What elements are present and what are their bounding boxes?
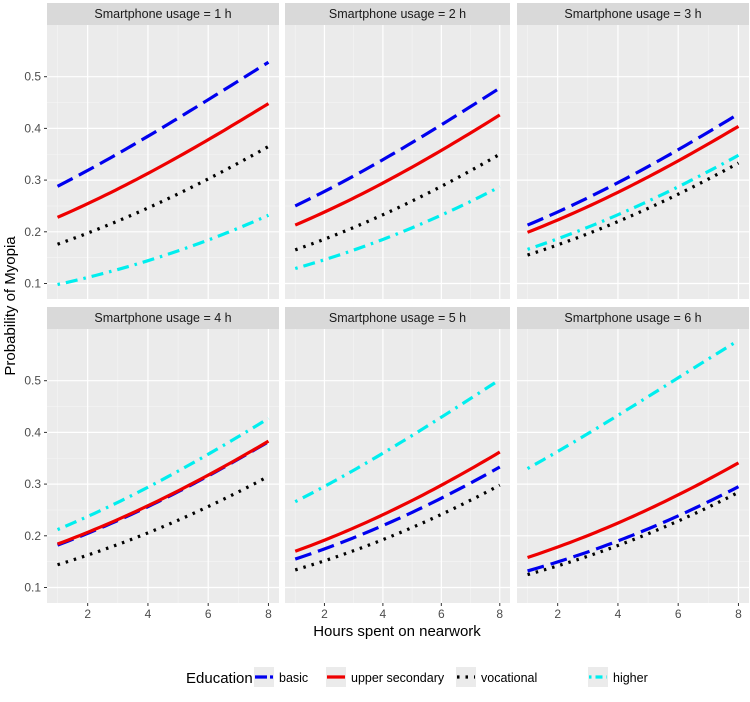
y-tick-label: 0.3: [24, 173, 41, 187]
x-tick-label: 2: [321, 607, 328, 621]
legend-label: basic: [279, 671, 308, 685]
series-line-basic: [294, 86, 501, 208]
x-tick-label: 8: [735, 607, 742, 621]
series-line-vocational: [57, 474, 270, 567]
facet-title: Smartphone usage = 4 h: [94, 311, 231, 325]
y-tick-label: 0.4: [24, 121, 41, 135]
series-line-higher: [527, 153, 740, 251]
panel-background: [285, 25, 510, 299]
y-tick-label: 0.4: [24, 425, 41, 439]
x-tick-label: 4: [615, 607, 622, 621]
facet-title: Smartphone usage = 1 h: [94, 7, 231, 21]
panel: Smartphone usage = 2 h: [285, 3, 510, 299]
y-tick-label: 0.5: [24, 70, 41, 84]
y-axis-title: Probability of Myopia: [2, 236, 19, 376]
series-line-higher: [57, 213, 270, 287]
series-line-vocational: [527, 490, 740, 577]
y-tick-label: 0.1: [24, 580, 41, 594]
y-tick-label: 0.2: [24, 225, 41, 239]
x-tick-label: 2: [84, 607, 91, 621]
series-line-basic: [526, 112, 740, 227]
y-tick-label: 0.3: [24, 477, 41, 491]
y-tick-label: 0.1: [24, 276, 41, 290]
x-tick-label: 2: [554, 607, 561, 621]
legend: Education basic upper secondary vocational…: [186, 667, 648, 687]
legend-item-higher: higher: [588, 667, 648, 687]
panel-background: [517, 25, 749, 299]
panel: Smartphone usage = 4 h 0.1 0.2 0.3 0.4 0.5 2 4 6…: [24, 307, 279, 621]
legend-label: upper secondary: [351, 671, 445, 685]
y-tick-label: 0.2: [24, 529, 41, 543]
facet-strip: [47, 307, 279, 329]
legend-item-basic: basic: [254, 667, 308, 687]
panel: Smartphone usage = 1 h 0.1 0.2 0.3 0.4 0.5: [24, 3, 279, 299]
panel-background: [47, 329, 279, 603]
series-line-basic: [527, 485, 740, 573]
panel: Smartphone usage = 5 h 2 4 6 8: [285, 307, 510, 621]
x-axis-title: Hours spent on nearwork: [313, 623, 481, 640]
facet-strip: [517, 3, 749, 25]
facet-title: Smartphone usage = 5 h: [329, 311, 466, 325]
panel: Smartphone usage = 3 h: [517, 3, 749, 299]
x-tick-label: 6: [438, 607, 445, 621]
x-tick-label: 4: [145, 607, 152, 621]
legend-item-upper-secondary: upper secondary: [326, 667, 445, 687]
series-line-higher: [526, 339, 740, 470]
panel: Smartphone usage = 6 h 2 4 6 8: [517, 307, 749, 621]
facet-strip: [47, 3, 279, 25]
series-line-higher: [294, 378, 501, 504]
legend-label: higher: [613, 671, 648, 685]
series-line-upper-secondary: [294, 113, 501, 227]
series-line-upper-secondary: [56, 439, 270, 546]
series-line-vocational: [294, 152, 501, 252]
series-line-upper-secondary: [527, 461, 740, 560]
series-line-upper-secondary: [294, 450, 501, 553]
series-line-vocational: [294, 483, 501, 572]
x-tick-label: 6: [205, 607, 212, 621]
x-tick-label: 8: [496, 607, 503, 621]
facet-title: Smartphone usage = 2 h: [329, 7, 466, 21]
series-line-higher: [294, 185, 501, 271]
facet-strip: [285, 307, 510, 329]
x-tick-label: 4: [380, 607, 387, 621]
facet-strip: [285, 3, 510, 25]
facet-strip: [517, 307, 749, 329]
y-tick-label: 0.5: [24, 374, 41, 388]
series-line-basic: [294, 465, 501, 561]
x-tick-label: 6: [675, 607, 682, 621]
facet-title: Smartphone usage = 6 h: [564, 311, 701, 325]
panel-background: [285, 329, 510, 603]
series-line-upper-secondary: [56, 102, 270, 219]
series-line-upper-secondary: [526, 124, 740, 234]
series-line-vocational: [527, 161, 740, 257]
legend-label: vocational: [481, 671, 537, 685]
series-line-higher: [56, 417, 270, 532]
facet-title: Smartphone usage = 3 h: [564, 7, 701, 21]
legend-title: Education: [186, 670, 253, 687]
x-tick-label: 8: [265, 607, 272, 621]
legend-item-vocational: vocational: [456, 667, 537, 687]
panel-background: [47, 25, 279, 299]
series-line-basic: [56, 60, 270, 188]
panel-background: [517, 329, 749, 603]
